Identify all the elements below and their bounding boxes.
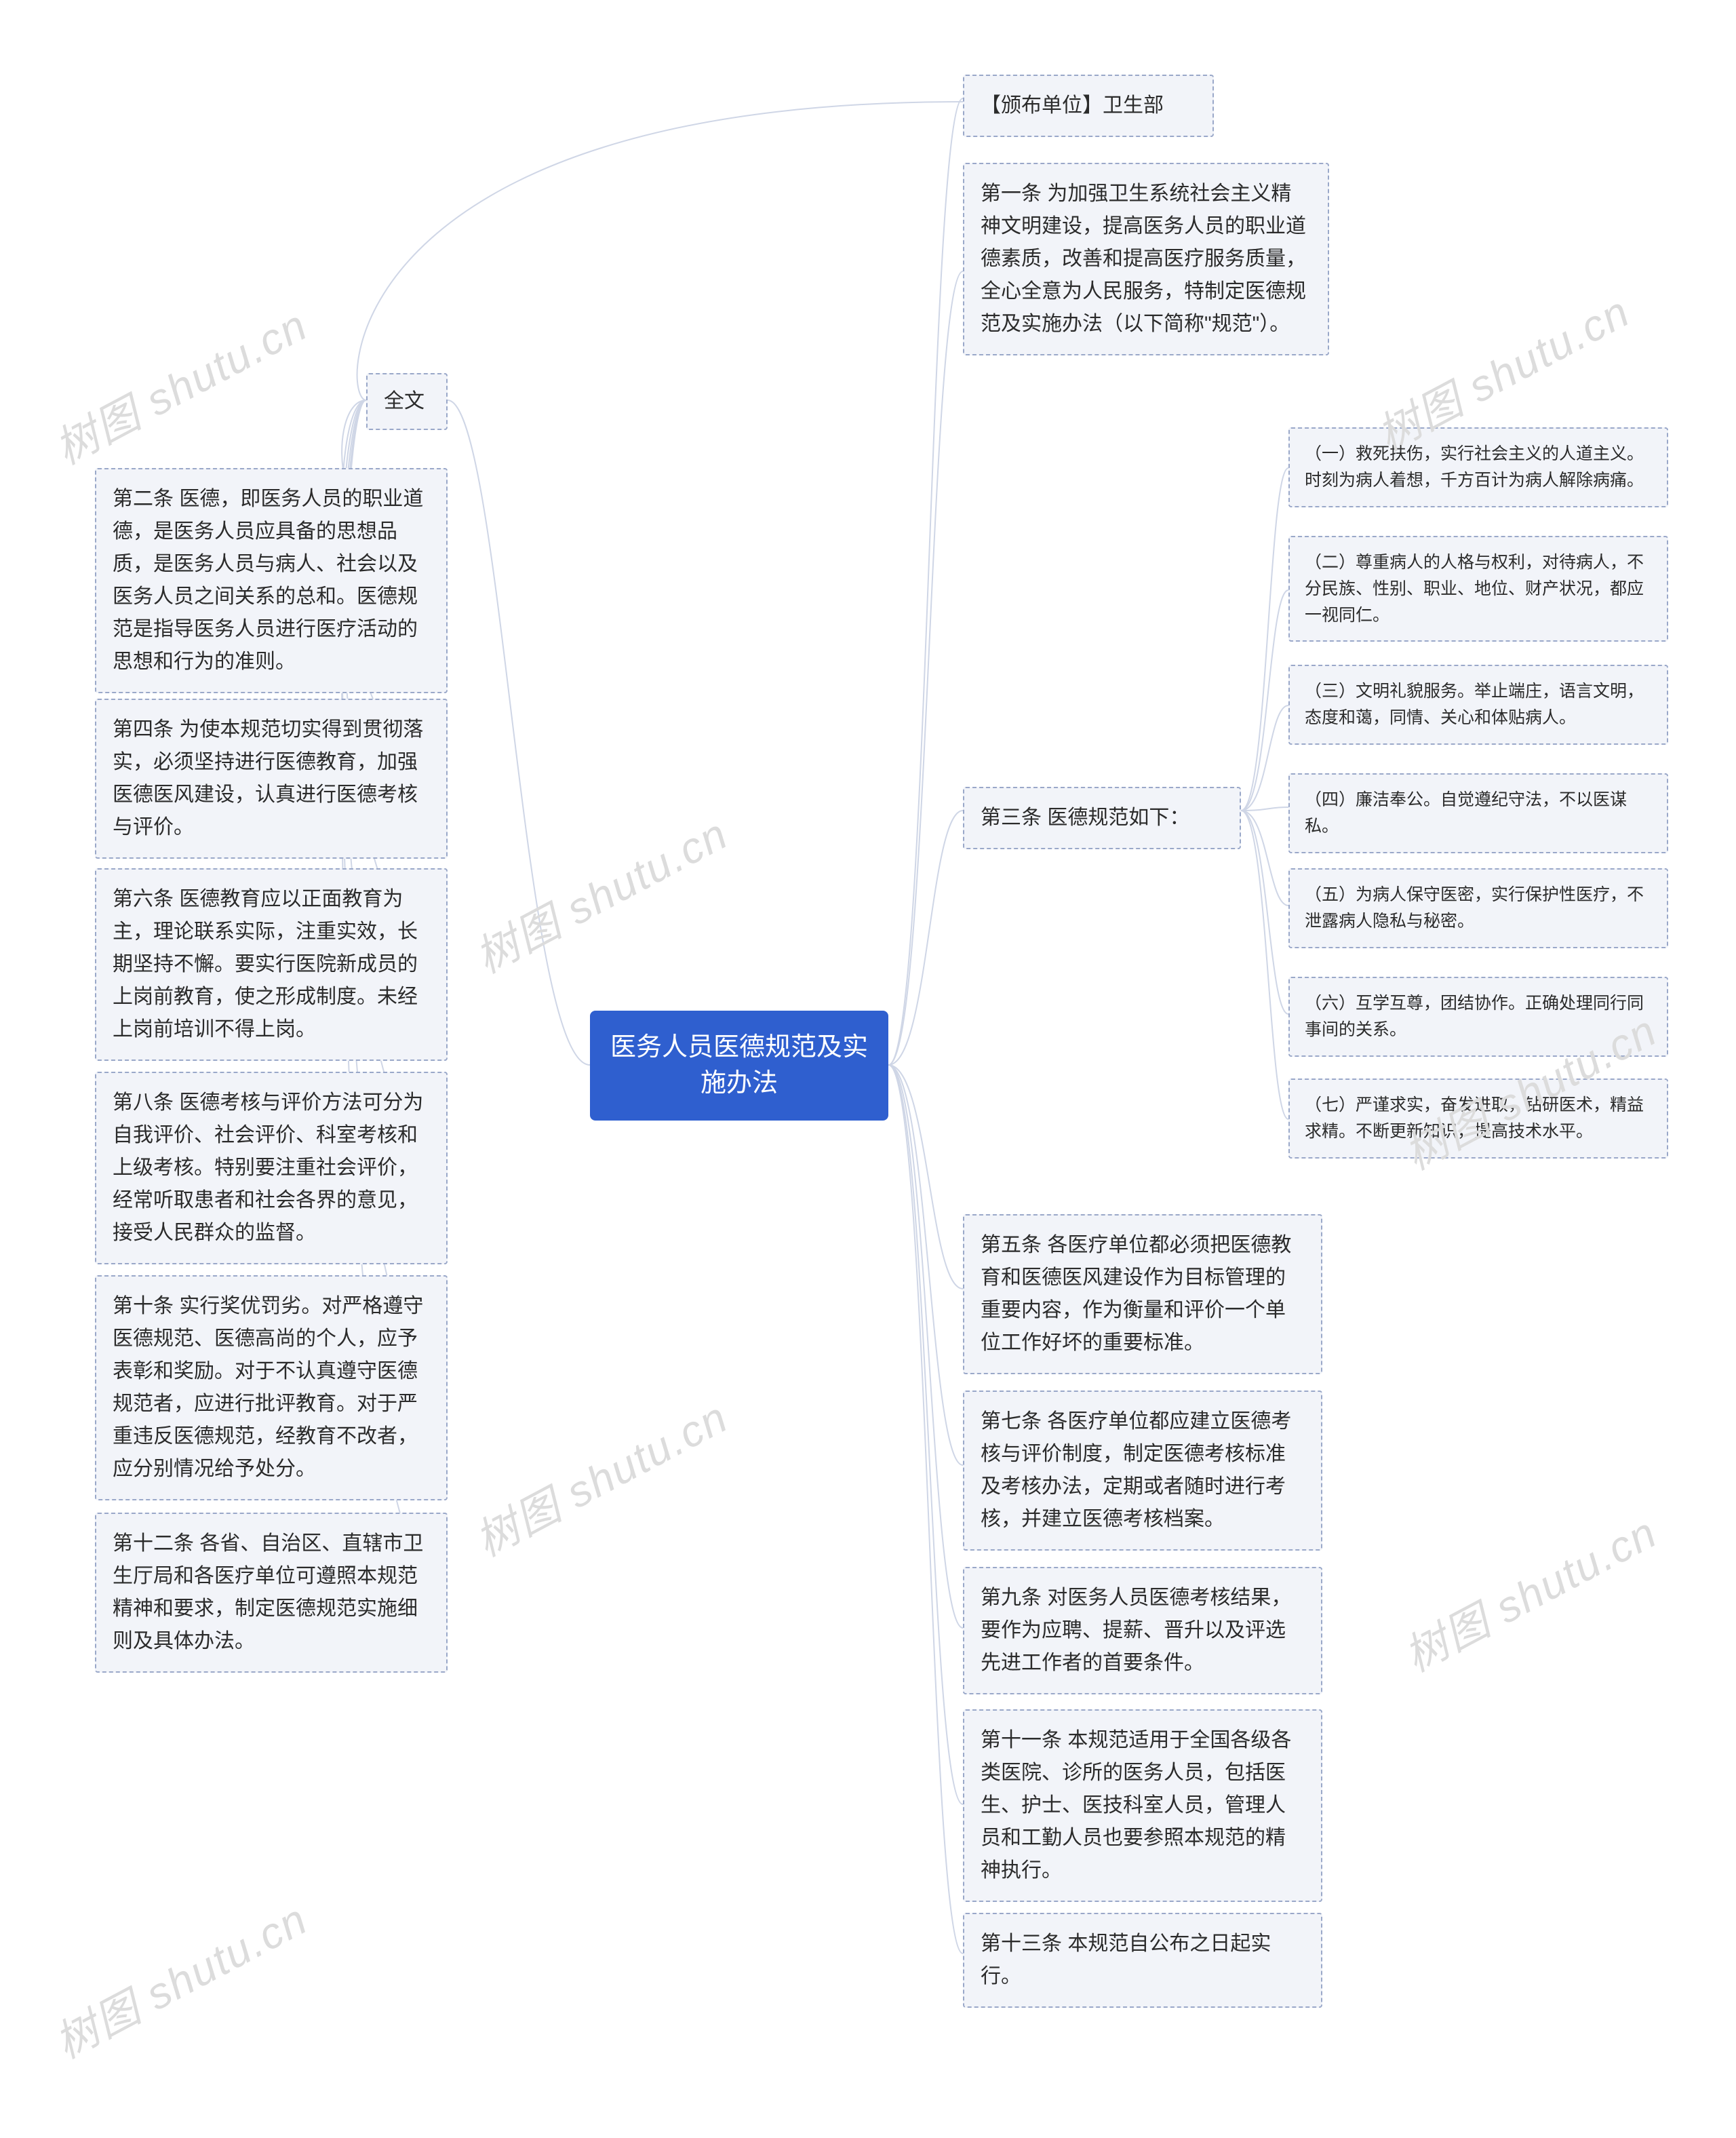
node-r0: 【颁布单位】卫生部 — [963, 75, 1214, 137]
edge — [888, 811, 963, 1065]
watermark: 树图 shutu.cn — [42, 291, 317, 477]
watermark: 树图 shutu.cn — [1392, 1498, 1666, 1684]
edge — [357, 102, 963, 400]
node-a3_3: （三）文明礼貌服务。举止端庄，语言文明，态度和蔼，同情、关心和体贴病人。 — [1288, 665, 1668, 745]
edge — [1241, 811, 1288, 1014]
node-a3_4: （四）廉洁奉公。自觉遵纪守法，不以医谋私。 — [1288, 773, 1668, 853]
node-a3_5: （五）为病人保守医密，实行保护性医疗，不泄露病人隐私与秘密。 — [1288, 868, 1668, 948]
edge — [448, 400, 590, 1065]
edge — [888, 1065, 963, 1628]
node-rb3: 第十一条 本规范适用于全国各级各类医院、诊所的医务人员，包括医生、护士、医技科室… — [963, 1709, 1322, 1902]
node-rb4: 第十三条 本规范自公布之日起实行。 — [963, 1913, 1322, 2008]
watermark: 树图 shutu.cn — [462, 1383, 737, 1569]
node-l1: 第四条 为使本规范切实得到贯彻落实，必须坚持进行医德教育，加强医德医风建设，认真… — [95, 699, 448, 859]
left-parent-node: 全文 — [366, 373, 448, 430]
node-r1: 第一条 为加强卫生系统社会主义精神文明建设，提高医务人员的职业道德素质，改善和提… — [963, 163, 1329, 355]
node-l3: 第八条 医德考核与评价方法可分为自我评价、社会评价、科室考核和上级考核。特别要注… — [95, 1072, 448, 1264]
node-l5: 第十二条 各省、自治区、直辖市卫生厅局和各医疗单位可遵照本规范精神和要求，制定医… — [95, 1513, 448, 1673]
node-a3_2: （二）尊重病人的人格与权利，对待病人，不分民族、性别、职业、地位、财产状况，都应… — [1288, 536, 1668, 642]
edge — [1241, 811, 1288, 1119]
edge — [888, 1065, 963, 1804]
edge — [888, 1065, 963, 1954]
watermark: 树图 shutu.cn — [42, 1885, 317, 2071]
edge — [888, 1065, 963, 1465]
edge — [1241, 705, 1288, 811]
node-rb1: 第七条 各医疗单位都应建立医德考核与评价制度，制定医德考核标准及考核办法，定期或… — [963, 1391, 1322, 1551]
node-rb2: 第九条 对医务人员医德考核结果，要作为应聘、提薪、晋升以及评选先进工作者的首要条… — [963, 1567, 1322, 1694]
node-a3_1: （一）救死扶伤，实行社会主义的人道主义。时刻为病人着想，千方百计为病人解除病痛。 — [1288, 427, 1668, 507]
node-article3-label: 第三条 医德规范如下： — [963, 787, 1241, 849]
node-l4: 第十条 实行奖优罚劣。对严格遵守医德规范、医德高尚的个人，应予表彰和奖励。对于不… — [95, 1275, 448, 1500]
root-node: 医务人员医德规范及实施办法 — [590, 1011, 888, 1121]
watermark: 树图 shutu.cn — [462, 800, 737, 986]
edge — [888, 271, 963, 1065]
node-l0: 第二条 医德，即医务人员的职业道德，是医务人员应具备的思想品质，是医务人员与病人… — [95, 468, 448, 693]
edge — [1241, 468, 1288, 811]
node-a3_7: （七）严谨求实，奋发进取，钻研医术，精益求精。不断更新知识，提高技术水平。 — [1288, 1078, 1668, 1159]
edge — [1241, 590, 1288, 811]
edge — [1241, 811, 1288, 906]
edge — [1241, 807, 1288, 811]
node-a3_6: （六）互学互尊，团结协作。正确处理同行同事间的关系。 — [1288, 977, 1668, 1057]
node-rb0: 第五条 各医疗单位都必须把医德教育和医德医风建设作为目标管理的重要内容，作为衡量… — [963, 1214, 1322, 1374]
edge — [888, 1065, 963, 1289]
edge — [888, 98, 963, 1065]
node-l2: 第六条 医德教育应以正面教育为主，理论联系实际，注重实效，长期坚持不懈。要实行医… — [95, 868, 448, 1061]
mindmap-canvas: 医务人员医德规范及实施办法 全文 第二条 医德，即医务人员的职业道德，是医务人员… — [0, 0, 1736, 2138]
